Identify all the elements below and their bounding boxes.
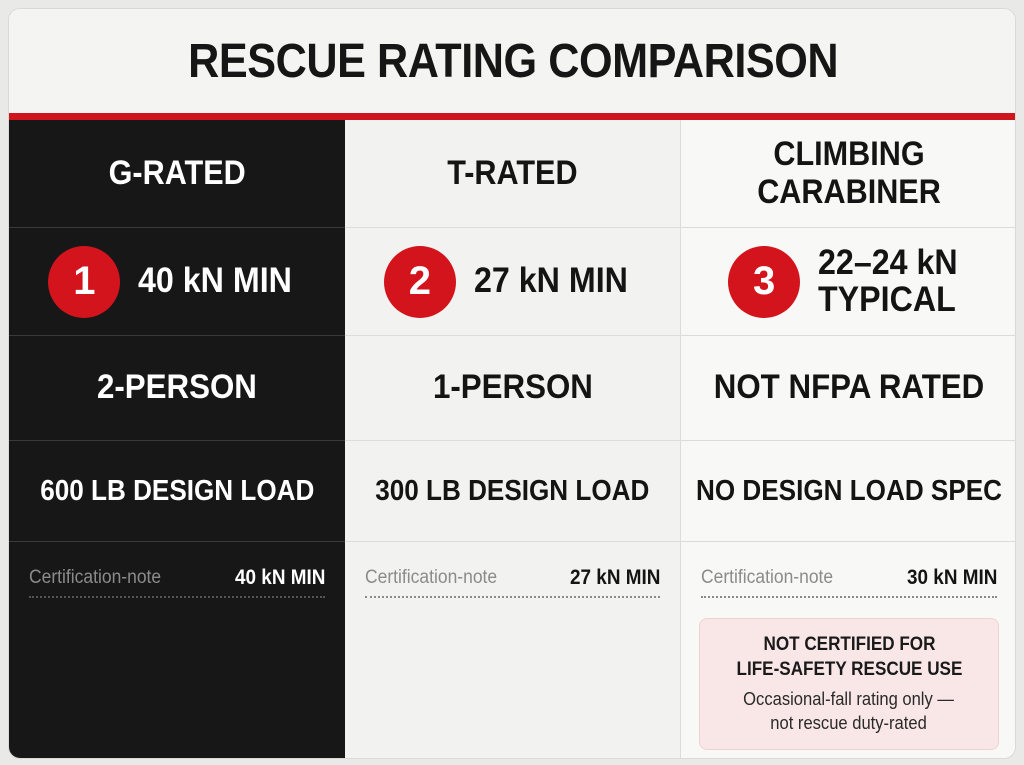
warning-body-line: Occasional-fall rating only — bbox=[743, 689, 955, 710]
certification-note: Certification-note 27 kN MIN bbox=[365, 560, 660, 598]
column-climbing-carabiner: CLIMBING CARABINER 3 22–24 kN TYPICAL NO… bbox=[681, 120, 1015, 758]
person-rating: 2-PERSON bbox=[97, 368, 257, 407]
design-load: 300 LB DESIGN LOAD bbox=[375, 474, 650, 507]
column-t-rated: T-RATED 2 27 kN MIN 1-PERSON 300 LB DESI… bbox=[345, 120, 681, 758]
column-header-cell: G-RATED bbox=[9, 120, 345, 228]
warning-title: NOT CERTIFIED FOR LIFE-SAFETY RESCUE USE bbox=[736, 633, 962, 682]
warning-body-line: not rescue duty-rated bbox=[770, 712, 928, 733]
column-header: CLIMBING CARABINER bbox=[757, 135, 941, 211]
person-rating: NOT NFPA RATED bbox=[713, 368, 985, 407]
number-badge: 1 bbox=[48, 245, 121, 318]
note-label: Certification-note bbox=[701, 567, 834, 588]
warning-body: Occasional-fall rating only — not rescue… bbox=[744, 688, 955, 735]
number-badge: 2 bbox=[383, 245, 456, 318]
column-header-line: CLIMBING bbox=[773, 135, 925, 174]
strength-rating: 2 27 kN MIN bbox=[383, 245, 641, 318]
note-label: Certification-note bbox=[29, 567, 162, 588]
column-header-cell: CLIMBING CARABINER bbox=[681, 120, 1015, 228]
warning-box: NOT CERTIFIED FOR LIFE-SAFETY RESCUE USE… bbox=[699, 618, 999, 750]
column-header-cell: T-RATED bbox=[345, 120, 680, 228]
note-value: 30 kN MIN bbox=[906, 566, 997, 589]
note-value: 40 kN MIN bbox=[234, 566, 325, 589]
strength-value: 40 kN MIN bbox=[138, 261, 293, 301]
design-load-cell: NO DESIGN LOAD SPEC bbox=[681, 441, 1015, 542]
design-load: 600 LB DESIGN LOAD bbox=[39, 474, 315, 507]
design-load: NO DESIGN LOAD SPEC bbox=[696, 474, 1002, 507]
strength-rating: 3 22–24 kN TYPICAL bbox=[728, 242, 970, 319]
strength-value: 27 kN MIN bbox=[473, 261, 628, 301]
strength-rating-cell: 1 40 kN MIN bbox=[9, 228, 345, 336]
certification-note: Certification-note 30 kN MIN bbox=[701, 560, 997, 598]
person-rating-cell: 1-PERSON bbox=[345, 336, 680, 441]
strength-rating: 1 40 kN MIN bbox=[48, 245, 305, 318]
strength-rating-cell: 3 22–24 kN TYPICAL bbox=[681, 228, 1015, 336]
strength-value: 22–24 kN TYPICAL bbox=[818, 242, 958, 319]
header: RESCUE RATING COMPARISON bbox=[9, 9, 1015, 113]
header-divider bbox=[9, 113, 1015, 120]
design-load-cell: 600 LB DESIGN LOAD bbox=[9, 441, 345, 542]
warning-title-line: NOT CERTIFIED FOR bbox=[763, 633, 935, 655]
column-header: G-RATED bbox=[108, 153, 246, 192]
comparison-grid: G-RATED 1 40 kN MIN 2-PERSON 600 LB DESI… bbox=[9, 120, 1015, 758]
note-value: 27 kN MIN bbox=[569, 566, 660, 589]
comparison-card: RESCUE RATING COMPARISON G-RATED 1 40 kN… bbox=[8, 8, 1016, 759]
column-header-line: CARABINER bbox=[757, 172, 941, 211]
number-badge: 3 bbox=[728, 245, 801, 318]
strength-value-line: 22–24 kN bbox=[818, 242, 958, 282]
person-rating: 1-PERSON bbox=[432, 368, 593, 407]
page-title: RESCUE RATING COMPARISON bbox=[187, 34, 839, 88]
certification-note: Certification-note 40 kN MIN bbox=[29, 560, 325, 598]
person-rating-cell: NOT NFPA RATED bbox=[681, 336, 1015, 441]
note-label: Certification-note bbox=[365, 567, 498, 588]
warning-title-line: LIFE-SAFETY RESCUE USE bbox=[736, 658, 962, 680]
strength-value-line: TYPICAL bbox=[818, 279, 956, 319]
strength-rating-cell: 2 27 kN MIN bbox=[345, 228, 680, 336]
person-rating-cell: 2-PERSON bbox=[9, 336, 345, 441]
design-load-cell: 300 LB DESIGN LOAD bbox=[345, 441, 680, 542]
column-header: T-RATED bbox=[447, 153, 578, 192]
column-g-rated: G-RATED 1 40 kN MIN 2-PERSON 600 LB DESI… bbox=[9, 120, 345, 758]
